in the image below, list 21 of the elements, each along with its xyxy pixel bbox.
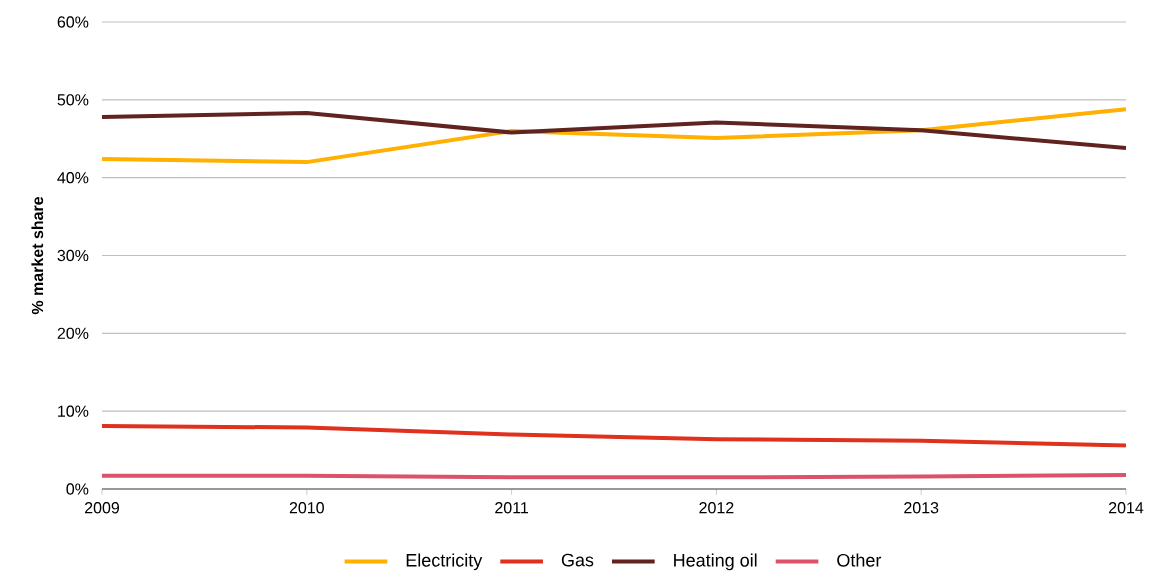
- y-tick-label: 20%: [57, 327, 89, 339]
- y-tick-label: 40%: [57, 172, 89, 184]
- legend-label: Gas: [561, 553, 594, 567]
- y-tick-label: 50%: [57, 94, 89, 106]
- y-axis-title: % market share: [31, 196, 44, 315]
- x-tick-label: 2012: [699, 502, 734, 514]
- y-tick-label: 0%: [66, 483, 89, 495]
- y-tick-label: 10%: [58, 405, 89, 417]
- x-tick-label: 2011: [495, 502, 529, 514]
- x-tick-label: 2009: [85, 502, 120, 514]
- legend-label: Electricity: [406, 553, 483, 571]
- legend-label: Other: [837, 553, 882, 567]
- y-tick-label: 30%: [57, 249, 89, 262]
- line-series: [102, 107, 1126, 165]
- legend-label: Heating oil: [674, 553, 757, 571]
- x-tick-label: 2013: [904, 502, 939, 514]
- line-series: [102, 111, 1126, 151]
- y-tick-label: 60%: [57, 16, 89, 28]
- line-series: [102, 423, 1126, 448]
- x-tick-label: 2014: [1109, 502, 1144, 514]
- x-tick-label: 2010: [289, 502, 324, 514]
